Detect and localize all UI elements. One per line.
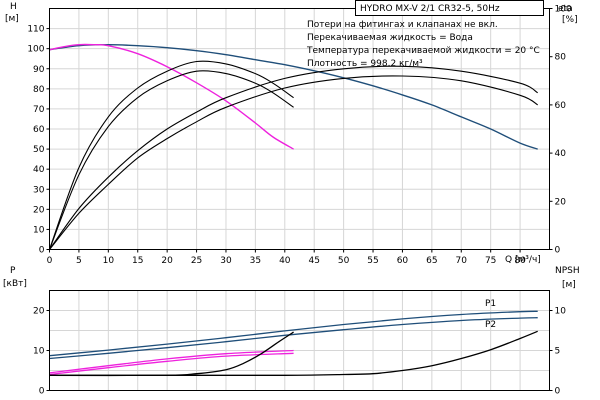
top-x-tick-labels: 0 5 10 15 20 25 30 35 40 45 50 55 60 65 70 75 80 — [47, 249, 526, 266]
q-axis-unit: [м³/ч] — [515, 255, 541, 265]
series-h_two_pumps — [49, 43, 538, 150]
h-tick-label: 20 — [33, 205, 45, 215]
npsh-axis-label: NPSH — [555, 266, 580, 276]
h-tick-label: 10 — [33, 225, 45, 235]
series-p1_two_pumps — [49, 310, 538, 357]
x-tick-label: 50 — [338, 256, 350, 266]
eta-tick-label: 0 — [555, 246, 561, 256]
x-tick-label: 60 — [397, 256, 409, 266]
x-tick-label: 5 — [76, 256, 82, 266]
p2-curve-label: P2 — [485, 320, 496, 330]
npsh-tick-label: 10 — [555, 307, 567, 317]
h-tick-label: 70 — [33, 105, 45, 115]
series-eta_two_pumps_a — [49, 65, 539, 250]
npsh-axis-unit: [м] — [562, 280, 576, 290]
x-tick-label: 10 — [103, 256, 115, 266]
series-eta_one_pump_a — [48, 60, 294, 250]
eta-tick-label: 80 — [555, 53, 567, 63]
series-p2_one_pump — [49, 352, 294, 376]
top-panel: 0 5 10 15 20 25 30 35 40 45 50 55 60 65 70 75 80 0 10 20 30… — [5, 0, 578, 266]
p-axis-label: P — [10, 266, 16, 276]
p-tick-label: 10 — [33, 347, 45, 357]
h-tick-label: 100 — [27, 45, 44, 55]
h-tick-label: 50 — [33, 145, 45, 155]
top-series — [48, 43, 539, 250]
h-tick-label: 40 — [33, 165, 45, 175]
h-tick-label: 30 — [33, 185, 45, 195]
title-box — [355, 0, 544, 16]
x-tick-label: 80 — [514, 256, 526, 266]
npsh-tick-label: 0 — [555, 387, 561, 397]
bottom-plot-frame — [49, 290, 550, 391]
note-temperature: Температура перекачиваемой жидкости = 20… — [306, 46, 540, 56]
eta-axis-unit: [%] — [562, 15, 578, 25]
series-p1_one_pump — [49, 349, 294, 374]
top-y-left-tick-labels: 0 10 20 30 40 50 60 70 80 90 100 110 — [27, 25, 50, 256]
top-grid — [49, 8, 550, 250]
eta-tick-label: 100 — [555, 5, 572, 15]
npsh-tick-label: 5 — [555, 347, 561, 357]
x-tick-label: 40 — [279, 256, 291, 266]
series-h_one_pump — [49, 43, 294, 150]
bottom-series — [49, 310, 538, 377]
bottom-y-right-tick-labels: 0 5 10 — [549, 307, 567, 397]
bottom-grid — [49, 290, 550, 391]
eta-axis-label: eta — [558, 4, 573, 14]
eta-tick-label: 60 — [555, 101, 567, 111]
note-density: Плотность = 998.2 кг/м³ — [307, 59, 423, 69]
note-liquid: Перекачиваемая жидкость = Вода — [307, 33, 473, 43]
x-tick-label: 30 — [220, 256, 232, 266]
chart-title: HYDRO MX-V 2/1 CR32-5, 50Hz — [360, 4, 500, 14]
q-axis-label: Q — [505, 255, 512, 265]
h-tick-label: 80 — [33, 85, 45, 95]
p-axis-unit: [кВт] — [3, 279, 27, 289]
x-tick-label: 0 — [47, 256, 53, 266]
p-tick-label: 20 — [33, 307, 45, 317]
h-tick-label: 90 — [33, 65, 45, 75]
bottom-y-left-tick-labels: 0 10 20 — [33, 307, 50, 397]
x-tick-label: 75 — [485, 256, 496, 266]
x-tick-label: 25 — [191, 256, 202, 266]
series-eta_two_pumps_b — [49, 75, 538, 250]
h-tick-label: 60 — [33, 125, 45, 135]
x-tick-label: 35 — [250, 256, 261, 266]
eta-tick-label: 20 — [555, 197, 567, 207]
eta-tick-label: 40 — [555, 149, 567, 159]
h-axis-label: H — [10, 2, 17, 12]
bottom-panel: 0 10 20 0 5 10 P [кВт] NPSH [м] P1 P2 — [3, 266, 580, 397]
p-tick-label: 0 — [39, 387, 45, 397]
h-tick-label: 110 — [27, 25, 44, 35]
info-notes: Потери на фитингах и клапанах не вкл. Пе… — [306, 20, 540, 69]
top-y-right-tick-labels: 0 20 40 60 80 100 — [549, 5, 572, 256]
series-p2_two_pumps — [49, 317, 538, 360]
h-axis-unit: [м] — [5, 14, 19, 24]
note-losses: Потери на фитингах и клапанах не вкл. — [307, 20, 498, 30]
x-tick-label: 70 — [456, 256, 468, 266]
x-tick-label: 65 — [426, 256, 437, 266]
x-tick-label: 55 — [367, 256, 378, 266]
x-tick-label: 15 — [132, 256, 143, 266]
x-tick-label: 45 — [308, 256, 319, 266]
series-eta_one_pump_b — [48, 70, 294, 250]
x-tick-label: 20 — [161, 256, 173, 266]
series-npsh_two_pumps — [49, 330, 538, 376]
p1-curve-label: P1 — [485, 299, 496, 309]
h-tick-label: 0 — [39, 246, 45, 256]
